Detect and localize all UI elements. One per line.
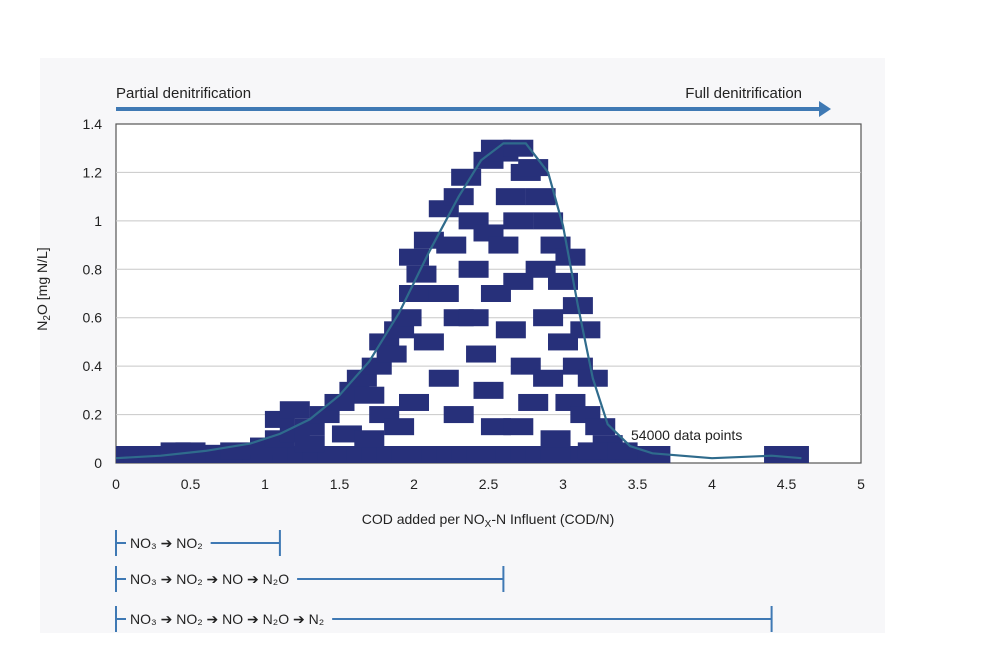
scatter-point <box>495 321 526 339</box>
reaction-pathways: NO₃ ➔ NO₂ NO₃ ➔ NO₂ ➔ NO ➔ N₂O NO₃ ➔ NO₂ ➔… <box>115 530 773 632</box>
scatter-point <box>533 309 564 327</box>
reaction-label: NO₃ ➔ NO₂ <box>130 535 203 551</box>
x-tick-label: 3.5 <box>628 476 648 492</box>
reaction-row: NO₃ ➔ NO₂ ➔ NO ➔ N₂O <box>115 566 505 592</box>
x-tick-label: 2.5 <box>479 476 499 492</box>
y-axis-label: N2O [mg N/L] <box>34 247 53 330</box>
denitrification-banner: Partial denitrification Full denitrifica… <box>116 85 831 117</box>
scatter-point <box>533 212 564 230</box>
scatter-point <box>458 260 489 278</box>
x-tick-label: 1 <box>261 476 269 492</box>
reaction-label: NO₃ ➔ NO₂ ➔ NO ➔ N₂O <box>130 571 289 587</box>
scatter-point <box>399 248 429 266</box>
scatter-point <box>428 369 459 387</box>
scatter-point <box>413 333 444 351</box>
partial-denitrification-label: Partial denitrification <box>116 85 251 102</box>
scatter-point <box>525 188 556 206</box>
full-denitrification-label: Full denitrification <box>685 85 802 102</box>
scatter-point <box>354 430 385 448</box>
scatter-point <box>503 212 534 230</box>
scatter-point <box>399 393 429 411</box>
scatter-point <box>436 236 467 254</box>
scatter-point <box>503 418 534 436</box>
x-axis-ticks: 0 0.5 1 1.5 2 2.5 3 3.5 4 4.5 5 <box>112 476 865 492</box>
scatter-point <box>533 369 564 387</box>
scatter-point <box>354 386 385 404</box>
scatter-point <box>406 265 437 283</box>
scatter-point <box>495 188 526 206</box>
scatter-point <box>540 430 571 448</box>
scatter-point <box>294 435 325 453</box>
scatter-point <box>518 393 549 411</box>
scatter-point <box>399 285 429 302</box>
y-tick-label: 0.4 <box>83 358 103 374</box>
reaction-row: NO₃ ➔ NO₂ ➔ NO ➔ N₂O ➔ N₂ <box>115 606 773 632</box>
scatter-point <box>466 345 497 363</box>
x-tick-label: 3 <box>559 476 567 492</box>
y-tick-label: 0.6 <box>83 310 103 326</box>
scatter-point <box>458 309 489 327</box>
y-tick-label: 1.2 <box>83 164 103 180</box>
scatter-point <box>175 442 206 460</box>
scatter-point <box>473 381 504 399</box>
reaction-row: NO₃ ➔ NO₂ <box>115 530 281 556</box>
scatter-point <box>488 236 519 254</box>
scatter-point <box>555 248 586 266</box>
fit-curve <box>115 142 802 460</box>
scatter-point <box>548 272 578 290</box>
x-axis-label: COD added per NOX-N Influent (COD/N) <box>362 511 615 530</box>
x-tick-label: 4 <box>708 476 716 492</box>
x-tick-label: 0.5 <box>181 476 201 492</box>
scatter-point <box>384 418 415 436</box>
x-tick-label: 2 <box>410 476 418 492</box>
y-tick-label: 1 <box>94 213 102 229</box>
x-tick-label: 0 <box>112 476 120 492</box>
scatter-point <box>443 406 474 424</box>
scatter-point <box>577 442 608 460</box>
x-tick-label: 1.5 <box>330 476 350 492</box>
arrow-head-icon <box>819 101 831 117</box>
y-tick-label: 0.8 <box>83 261 103 277</box>
y-tick-label: 0.2 <box>83 407 103 423</box>
scatter-point <box>778 446 809 463</box>
x-tick-label: 5 <box>857 476 865 492</box>
y-tick-label: 1.4 <box>83 116 103 132</box>
y-axis-ticks: 0 0.2 0.4 0.6 0.8 1 1.2 1.4 <box>83 116 103 471</box>
scatter-point <box>570 321 601 339</box>
y-tick-label: 0 <box>94 455 102 471</box>
scatter-point <box>428 285 459 302</box>
scatter-point <box>607 442 638 460</box>
x-tick-label: 4.5 <box>777 476 797 492</box>
data-points-annotation: 54000 data points <box>631 427 742 443</box>
reaction-label: NO₃ ➔ NO₂ ➔ NO ➔ N₂O ➔ N₂ <box>130 611 324 627</box>
scatter-point <box>376 345 407 363</box>
scatter-point <box>279 401 310 419</box>
